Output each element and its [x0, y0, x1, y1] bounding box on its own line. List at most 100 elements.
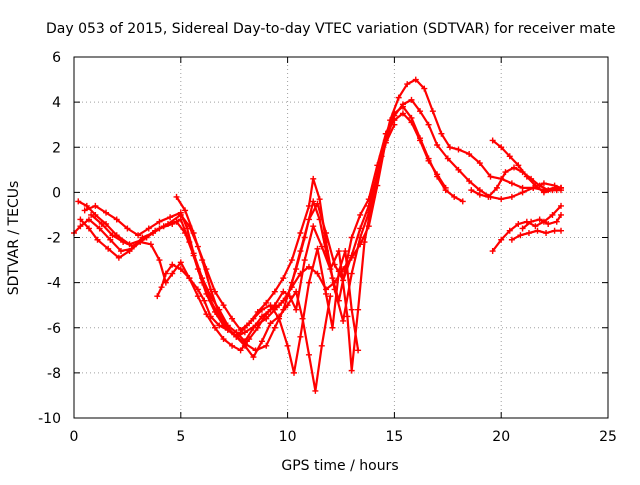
data-point [85, 216, 92, 223]
data-point [523, 173, 530, 180]
data-point [126, 248, 133, 255]
data-point [502, 169, 509, 176]
data-point [528, 218, 535, 225]
data-point [94, 236, 101, 243]
data-point [305, 351, 312, 358]
data-point [310, 175, 317, 182]
data-point [558, 227, 565, 234]
data-point [199, 257, 206, 264]
data-point [316, 196, 323, 203]
data-point [258, 306, 265, 313]
axis-ticks [73, 56, 609, 419]
data-point [291, 369, 298, 376]
x-tick-label: 10 [279, 429, 297, 445]
data-point [558, 187, 565, 194]
data-point [357, 225, 364, 232]
data-point [314, 200, 321, 207]
data-point [493, 184, 500, 191]
data-series [508, 227, 565, 243]
data-point [177, 259, 184, 266]
data-point [312, 387, 319, 394]
data-point [258, 313, 265, 320]
data-point [271, 288, 278, 295]
data-point [429, 108, 436, 115]
x-tick-label: 20 [492, 429, 510, 445]
data-point [194, 286, 201, 293]
data-point [344, 313, 351, 320]
data-point [169, 261, 176, 268]
data-point [506, 227, 513, 234]
data-point [446, 144, 453, 151]
data-point [186, 239, 193, 246]
y-tick-label: 2 [52, 140, 61, 156]
data-point [263, 299, 270, 306]
data-point [487, 173, 494, 180]
data-point [88, 211, 95, 218]
data-series [88, 121, 398, 354]
data-series [71, 96, 565, 340]
data-series [75, 103, 466, 334]
data-point [348, 367, 355, 374]
grid-lines [74, 57, 608, 418]
data-point [348, 252, 355, 259]
data-point [162, 270, 169, 277]
data-point [335, 268, 342, 275]
data-point [355, 306, 362, 313]
data-point [335, 297, 342, 304]
x-tick-labels: 0 5 10 15 20 25 [70, 429, 617, 445]
data-point [305, 279, 312, 286]
data-point [417, 137, 424, 144]
series-trace [79, 78, 563, 372]
data-point [348, 270, 355, 277]
data-point [263, 342, 270, 349]
data-point [169, 220, 176, 227]
data-point [434, 171, 441, 178]
data-point [98, 220, 105, 227]
data-point [455, 166, 462, 173]
data-point [143, 234, 150, 241]
data-point [408, 96, 415, 103]
data-point [117, 248, 124, 255]
data-point [229, 315, 236, 322]
data-point [329, 324, 336, 331]
data-point [534, 227, 541, 234]
data-point [203, 290, 210, 297]
data-point [314, 245, 321, 252]
data-point [241, 342, 248, 349]
data-point [340, 277, 347, 284]
data-point [506, 153, 513, 160]
data-point [288, 257, 295, 264]
data-point [525, 229, 532, 236]
data-point [549, 187, 556, 194]
data-point [543, 229, 550, 236]
data-point [115, 254, 122, 261]
data-point [323, 248, 330, 255]
data-point [96, 225, 103, 232]
data-point [468, 187, 475, 194]
data-point [201, 297, 208, 304]
series-trace [156, 247, 360, 374]
data-point [399, 103, 406, 110]
data-point [103, 209, 110, 216]
data-point [120, 239, 127, 246]
data-point [536, 216, 543, 223]
series-trace [491, 204, 563, 253]
data-point [258, 338, 265, 345]
data-point [549, 211, 556, 218]
data-point [348, 234, 355, 241]
data-point [276, 302, 283, 309]
data-point [508, 236, 515, 243]
data-point [515, 220, 522, 227]
x-tick-label: 15 [385, 429, 403, 445]
data-point [305, 202, 312, 209]
data-point [519, 225, 526, 232]
data-point [237, 347, 244, 354]
data-point [466, 151, 473, 158]
data-point [374, 171, 381, 178]
data-point [498, 196, 505, 203]
data-point [276, 313, 283, 320]
data-point [207, 286, 214, 293]
data-point [342, 248, 349, 255]
x-tick-label: 25 [599, 429, 617, 445]
